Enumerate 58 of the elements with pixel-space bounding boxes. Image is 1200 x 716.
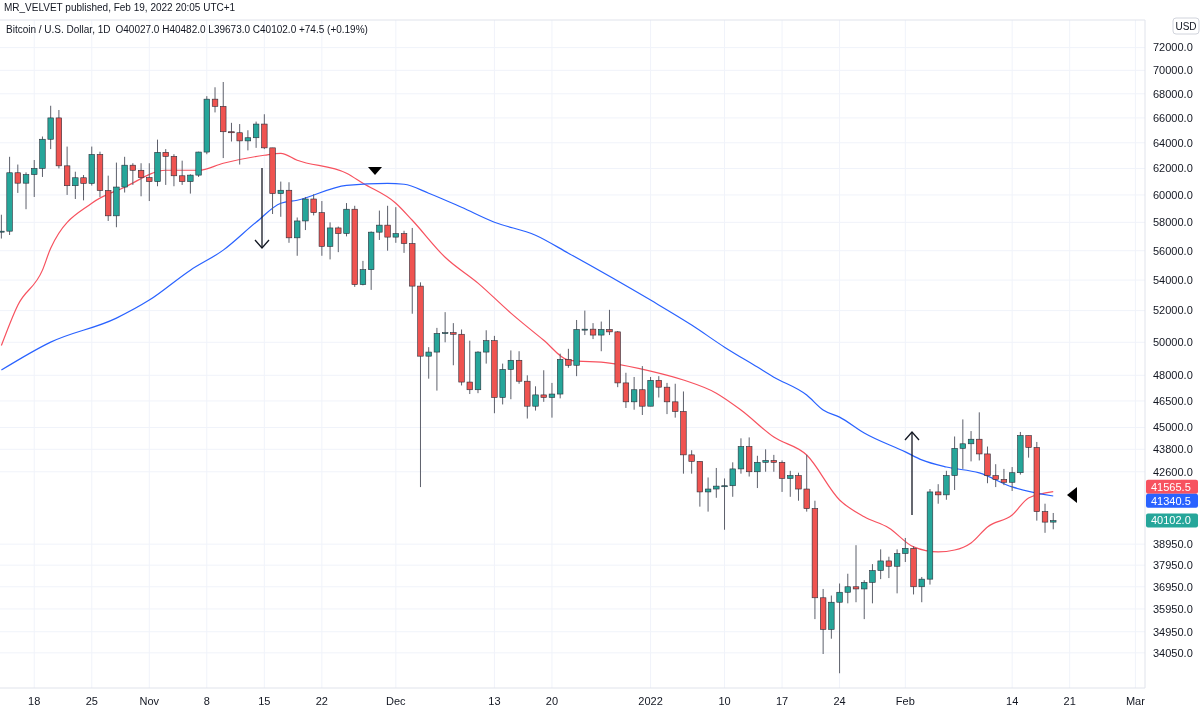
x-tick-label: 20 (545, 695, 559, 707)
y-tick-label: 46500.0 (1153, 394, 1193, 407)
y-axis-title: USD (1175, 20, 1197, 32)
text: MR_VELVET published, Feb 19, 2022 20:05 UTC+1 (4, 2, 236, 13)
x-tick-label: 2022 (638, 695, 663, 707)
x-tick-label: 13 (488, 695, 501, 707)
x-tick-label: 15 (258, 695, 271, 707)
y-tick-label: 45000.0 (1153, 421, 1193, 434)
y-tick-label: 58000.0 (1153, 216, 1193, 229)
x-tick-label: 21 (1063, 695, 1076, 707)
x-tick-label: Mar (1125, 695, 1146, 707)
x-tick-label: Nov (139, 695, 160, 707)
line-series (0, 182, 1054, 497)
y-tick-label: 66000.0 (1153, 111, 1193, 124)
x-tick-label: 25 (85, 695, 98, 707)
y-tick-label: 41340.5 (1151, 494, 1191, 507)
y-tick-label: 56000.0 (1153, 244, 1193, 257)
x-tick-label: 18 (28, 695, 41, 707)
x-tick-label: 17 (775, 695, 789, 707)
candlestick (737, 437, 745, 475)
chart-subtitle: O40027.0 H40482.0 L39673.0 C40102.0 +74.5 (+0.19%) (115, 24, 368, 35)
y-tick-label: 42600.0 (1153, 465, 1193, 478)
candlestick (548, 382, 556, 419)
y-tick-label: 43800.0 (1153, 443, 1193, 456)
chart-title: Bitcoin / U.S. Dollar, 1D (6, 24, 111, 35)
y-tick-label: 72000.0 (1153, 41, 1193, 54)
x-tick-label: 14 (1006, 695, 1019, 707)
y-tick-label: 34050.0 (1153, 646, 1193, 659)
y-tick-label: 70000.0 (1153, 64, 1193, 77)
y-tick-label: 60000.0 (1153, 188, 1193, 201)
candlestick (211, 86, 219, 113)
y-tick-label: 64000.0 (1153, 136, 1193, 149)
x-tick-label: 22 (315, 695, 328, 707)
x-tick-label: Feb (895, 695, 915, 707)
y-tick-label: 41565.5 (1151, 480, 1191, 493)
y-tick-label: 54000.0 (1153, 273, 1193, 286)
candlestick (589, 322, 597, 340)
x-tick-label: Dec (386, 695, 407, 707)
y-tick-label: 48000.0 (1153, 369, 1193, 382)
line-series (0, 152, 1054, 553)
candlestick (1041, 503, 1049, 534)
x-tick-label: 24 (833, 695, 846, 707)
y-tick-label: 34950.0 (1153, 625, 1193, 638)
y-tick-label: 35950.0 (1153, 602, 1193, 615)
y-tick-label: 52000.0 (1153, 304, 1193, 317)
y-tick-label: 38950.0 (1153, 538, 1193, 551)
x-tick-label: 8 (203, 695, 210, 707)
candlestick (22, 171, 30, 210)
y-tick-label: 37950.0 (1153, 559, 1193, 572)
y-tick-label: 68000.0 (1153, 87, 1193, 100)
x-tick-label: 10 (718, 695, 731, 707)
candlestick (663, 382, 671, 415)
candlestick (400, 230, 408, 254)
y-tick-label: 50000.0 (1153, 336, 1193, 349)
y-tick-label: 36950.0 (1153, 580, 1193, 593)
candlestick (852, 544, 860, 603)
y-tick-label: 62000.0 (1153, 162, 1193, 175)
y-tick-label: 40102.0 (1151, 514, 1191, 527)
